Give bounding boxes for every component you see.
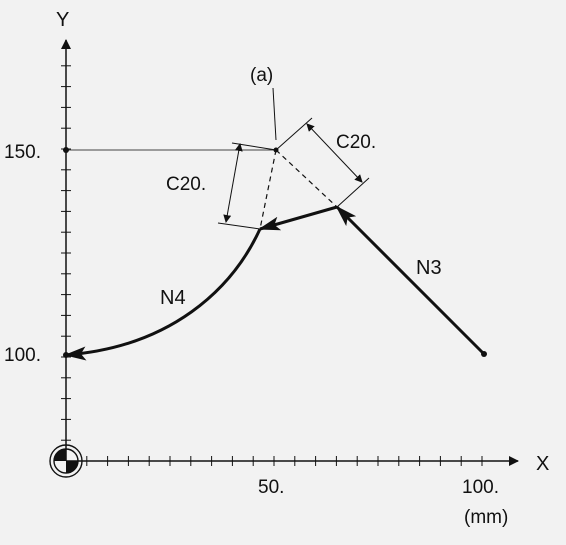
n3-label: N3 <box>416 257 442 279</box>
n4-label: N4 <box>160 287 186 309</box>
x-axis-label: X <box>536 453 549 475</box>
ext-line-a <box>275 117 313 151</box>
chamfer-dim-diagonal <box>306 123 363 183</box>
y-tick-label-150: 150. <box>4 142 41 163</box>
x-axis-ticks <box>86 456 483 466</box>
program-origin-icon <box>49 444 83 478</box>
x-tick-label-50: 50. <box>258 477 284 498</box>
ext-line-bottom <box>217 222 261 230</box>
tool-path-n3 <box>335 205 486 356</box>
chamfer-label-vertical: C20. <box>166 174 206 195</box>
construction-dashed-n4 <box>259 149 277 230</box>
construction-dashed-n3 <box>275 149 338 208</box>
corner-label: (a) <box>250 65 273 86</box>
unit-label: (mm) <box>464 507 508 528</box>
y150-marker-dot <box>63 147 69 153</box>
y-tick-label-100: 100. <box>4 345 41 366</box>
corner-leader-line <box>272 87 277 141</box>
chamfer-dim-vertical <box>223 143 243 223</box>
ext-line-b <box>336 177 370 208</box>
tool-path-chamfer <box>258 205 338 231</box>
y-axis-label: Y <box>56 9 69 31</box>
ext-line-top <box>231 142 277 151</box>
x-tick-label-100: 100. <box>462 477 499 498</box>
chamfer-label-diagonal: C20. <box>336 132 376 153</box>
n3-start-point <box>481 351 487 357</box>
y100-marker-dot <box>63 352 69 358</box>
tool-path-n4 <box>64 228 262 361</box>
y-axis-ticks <box>61 65 71 441</box>
